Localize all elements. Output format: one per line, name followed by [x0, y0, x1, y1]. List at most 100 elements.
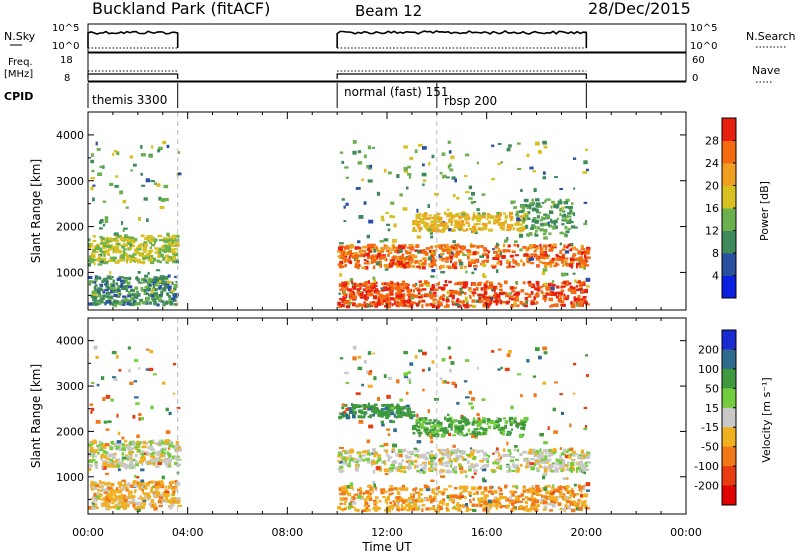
echo-cell — [371, 408, 375, 411]
echo-cell — [368, 492, 373, 495]
echo-cell — [437, 486, 440, 490]
echo-cell — [543, 468, 548, 473]
echo-cell — [381, 255, 384, 260]
echo-cell — [515, 212, 520, 217]
echo-cell — [141, 300, 147, 305]
echo-cell — [563, 257, 569, 260]
echo-cell — [111, 245, 114, 250]
echo-cell — [140, 234, 145, 238]
echo-cell — [450, 293, 453, 296]
echo-cell — [535, 301, 539, 304]
echo-cell — [127, 492, 131, 496]
echo-cell — [431, 269, 436, 273]
echo-cell — [432, 432, 436, 435]
echo-cell — [505, 496, 508, 501]
echo-cell — [431, 284, 435, 288]
echo-cell — [574, 453, 579, 456]
date-label: 28/Dec/2015 — [588, 0, 691, 18]
echo-cell — [173, 248, 177, 251]
echo-cell — [344, 247, 349, 250]
echo-cell — [532, 202, 535, 205]
echo-cell — [453, 254, 457, 258]
echo-cell — [167, 301, 171, 304]
echo-cell — [408, 292, 411, 296]
echo-cell — [510, 216, 514, 219]
echo-cell — [459, 454, 463, 458]
echo-cell — [483, 291, 488, 295]
echo-cell — [578, 250, 581, 253]
echo-cell — [145, 482, 150, 487]
echo-cell — [140, 479, 145, 483]
echo-cell — [435, 294, 438, 297]
echo-cell — [163, 184, 169, 189]
echo-cell — [423, 258, 427, 262]
echo-cell — [473, 433, 479, 438]
echo-cell — [456, 502, 459, 506]
echo-cell — [446, 413, 450, 416]
echo-cell — [453, 301, 456, 305]
echo-cell — [544, 294, 547, 298]
echo-cell — [98, 288, 103, 291]
echo-cell — [438, 216, 443, 221]
echo-cell — [506, 266, 510, 269]
echo-cell — [154, 490, 160, 494]
echo-cell — [140, 455, 145, 459]
echo-cell — [550, 218, 553, 223]
echo-cell — [352, 496, 356, 501]
y-tick-label: 3000 — [56, 175, 84, 188]
echo-cell — [387, 254, 390, 257]
echo-cell — [542, 346, 547, 351]
echo-cell — [173, 489, 178, 492]
echo-cell — [482, 477, 485, 482]
echo-cell — [399, 497, 404, 501]
echo-cell — [155, 288, 158, 292]
echo-cell — [393, 298, 397, 302]
echo-cell — [491, 492, 494, 496]
echo-cell — [482, 212, 486, 216]
echo-cell — [388, 376, 392, 380]
echo-cell — [540, 497, 546, 501]
echo-cell — [563, 244, 566, 249]
echo-cell — [345, 305, 351, 309]
echo-cell — [509, 459, 514, 463]
echo-cell — [416, 413, 419, 418]
freq-label: Freq. — [8, 57, 33, 68]
echo-cell — [103, 491, 108, 494]
echo-cell — [450, 450, 455, 454]
echo-cell — [156, 247, 160, 252]
echo-cell — [456, 298, 459, 301]
echo-cell — [395, 504, 399, 508]
echo-cell — [367, 415, 371, 418]
echo-cell — [141, 184, 146, 187]
echo-cell — [91, 251, 95, 256]
echo-cell — [438, 505, 443, 509]
echo-cell — [522, 217, 526, 221]
echo-cell — [409, 493, 412, 497]
echo-cell — [149, 246, 152, 249]
echo-cell — [344, 263, 347, 268]
echo-cell — [564, 487, 567, 491]
y-tick-label: 2000 — [56, 221, 84, 234]
echo-cell — [402, 261, 406, 265]
echo-cell — [582, 171, 587, 174]
echo-cell — [522, 281, 526, 285]
echo-cell — [495, 301, 498, 306]
x-tick-label: 00:00 — [670, 526, 702, 539]
echo-cell — [101, 279, 104, 283]
echo-cell — [116, 151, 120, 156]
echo-cell — [150, 505, 156, 508]
echo-cell — [506, 228, 511, 232]
echo-cell — [529, 448, 534, 452]
echo-cell — [427, 256, 432, 261]
colorbar-swatch — [722, 349, 736, 370]
x-tick-label: 16:00 — [471, 526, 503, 539]
echo-cell — [559, 212, 562, 217]
echo-cell — [563, 280, 567, 284]
echo-cell — [89, 403, 93, 406]
echo-cell — [459, 250, 463, 253]
echo-cell — [459, 491, 463, 495]
echo-cell — [414, 149, 418, 154]
echo-cell — [493, 423, 499, 426]
echo-cell — [559, 198, 562, 202]
echo-cell — [384, 498, 388, 503]
